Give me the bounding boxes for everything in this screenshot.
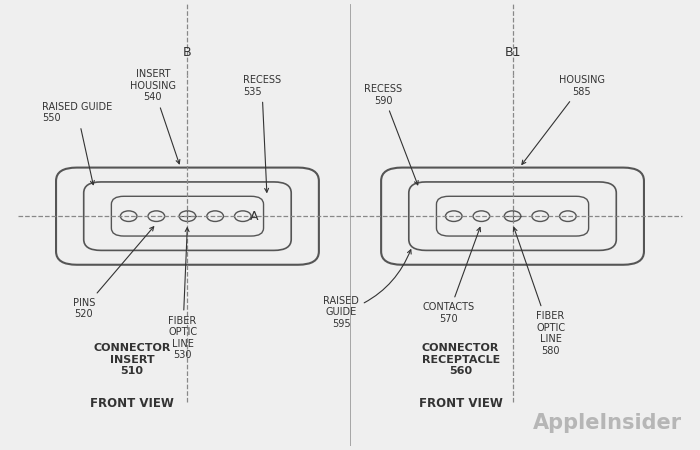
Text: RAISED
GUIDE
595: RAISED GUIDE 595 bbox=[323, 250, 411, 329]
Text: CONTACTS
570: CONTACTS 570 bbox=[423, 227, 480, 324]
FancyBboxPatch shape bbox=[437, 196, 589, 236]
Text: A: A bbox=[250, 210, 259, 223]
Text: PINS
520: PINS 520 bbox=[73, 227, 154, 320]
FancyBboxPatch shape bbox=[381, 167, 644, 265]
Text: AppleInsider: AppleInsider bbox=[533, 413, 682, 432]
Text: RECESS
590: RECESS 590 bbox=[364, 84, 418, 185]
Text: CONNECTOR
INSERT
510: CONNECTOR INSERT 510 bbox=[93, 343, 171, 376]
Text: INSERT
HOUSING
540: INSERT HOUSING 540 bbox=[130, 69, 180, 164]
Text: FRONT VIEW: FRONT VIEW bbox=[419, 397, 503, 410]
Text: FIBER
OPTIC
LINE
530: FIBER OPTIC LINE 530 bbox=[168, 228, 197, 360]
Text: FRONT VIEW: FRONT VIEW bbox=[90, 397, 174, 410]
Text: HOUSING
585: HOUSING 585 bbox=[522, 75, 605, 164]
Text: B: B bbox=[183, 46, 192, 59]
FancyBboxPatch shape bbox=[111, 196, 263, 236]
Text: CONNECTOR
RECEPTACLE
560: CONNECTOR RECEPTACLE 560 bbox=[421, 343, 500, 376]
Text: RAISED GUIDE
550: RAISED GUIDE 550 bbox=[42, 102, 113, 184]
FancyBboxPatch shape bbox=[409, 182, 616, 250]
Text: FIBER
OPTIC
LINE
580: FIBER OPTIC LINE 580 bbox=[513, 228, 565, 356]
Text: RECESS
535: RECESS 535 bbox=[243, 75, 281, 192]
Text: B1: B1 bbox=[504, 46, 521, 59]
FancyBboxPatch shape bbox=[84, 182, 291, 250]
FancyBboxPatch shape bbox=[56, 167, 319, 265]
